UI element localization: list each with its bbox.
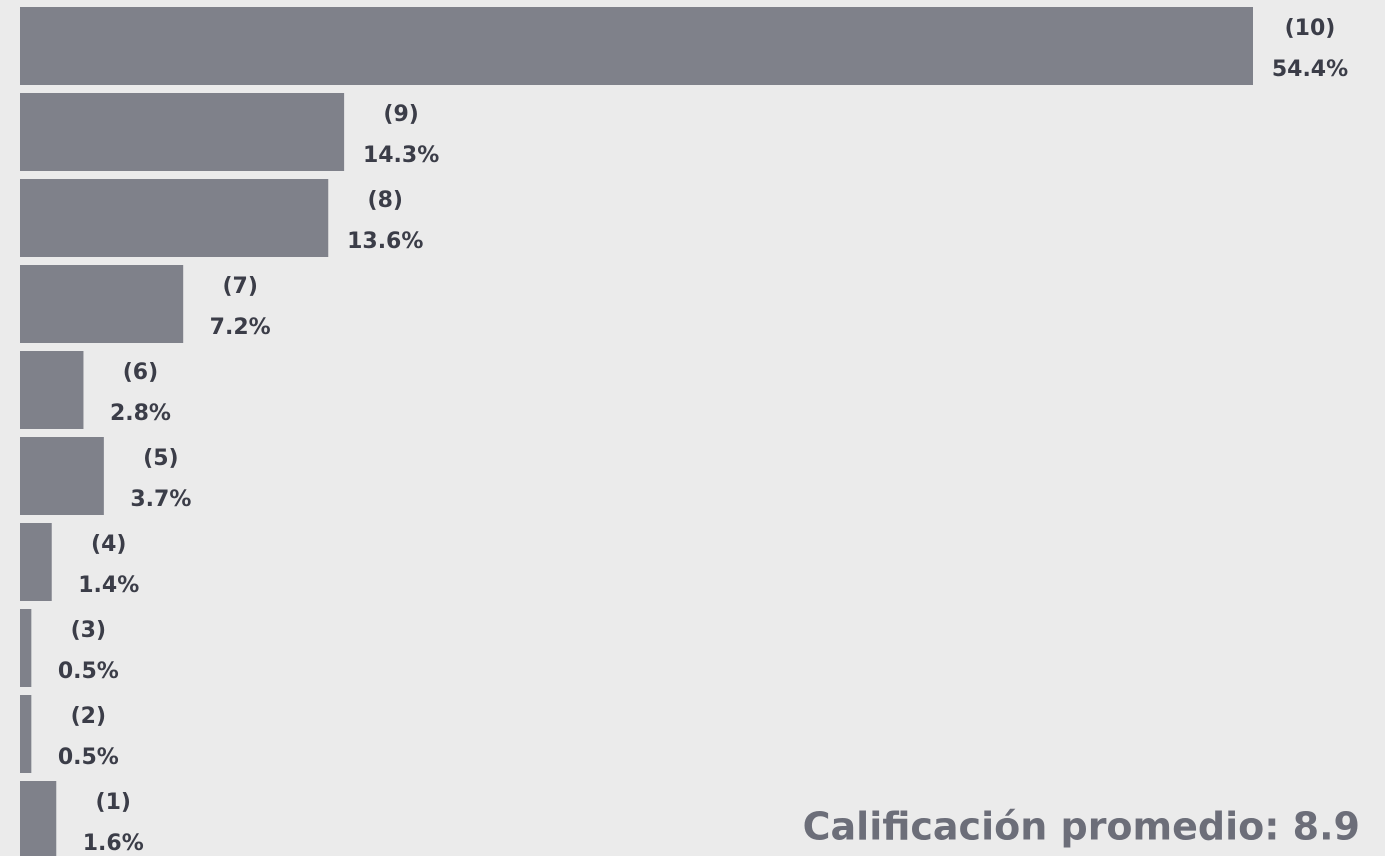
bar bbox=[20, 265, 184, 343]
value-label: 54.4% bbox=[1272, 57, 1348, 82]
category-label: (8) bbox=[368, 188, 403, 213]
annotation: Calificación promedio: 8.9 bbox=[803, 805, 1360, 849]
bar bbox=[20, 179, 329, 257]
value-label: 14.3% bbox=[363, 143, 439, 168]
value-label: 1.4% bbox=[78, 573, 139, 598]
bar bbox=[20, 695, 32, 773]
category-label: (2) bbox=[71, 704, 106, 729]
bar bbox=[20, 437, 104, 515]
bar bbox=[20, 93, 345, 171]
value-label: 3.7% bbox=[130, 487, 191, 512]
category-label: (3) bbox=[71, 618, 106, 643]
bar bbox=[20, 7, 1253, 85]
category-label: (6) bbox=[123, 360, 158, 385]
value-label: 0.5% bbox=[58, 659, 119, 684]
category-label: (1) bbox=[96, 790, 131, 815]
category-label: (7) bbox=[222, 274, 257, 299]
bar bbox=[20, 351, 84, 429]
value-label: 7.2% bbox=[210, 315, 271, 340]
value-label: 2.8% bbox=[110, 401, 171, 426]
bar bbox=[20, 523, 52, 601]
value-label: 13.6% bbox=[347, 229, 423, 254]
category-label: (10) bbox=[1285, 16, 1336, 41]
category-label: (9) bbox=[383, 102, 418, 127]
category-label: (5) bbox=[143, 446, 178, 471]
category-label: (4) bbox=[91, 532, 126, 557]
bar bbox=[20, 609, 32, 687]
bar bbox=[20, 781, 57, 856]
value-label: 0.5% bbox=[58, 745, 119, 770]
value-label: 1.6% bbox=[83, 831, 144, 856]
